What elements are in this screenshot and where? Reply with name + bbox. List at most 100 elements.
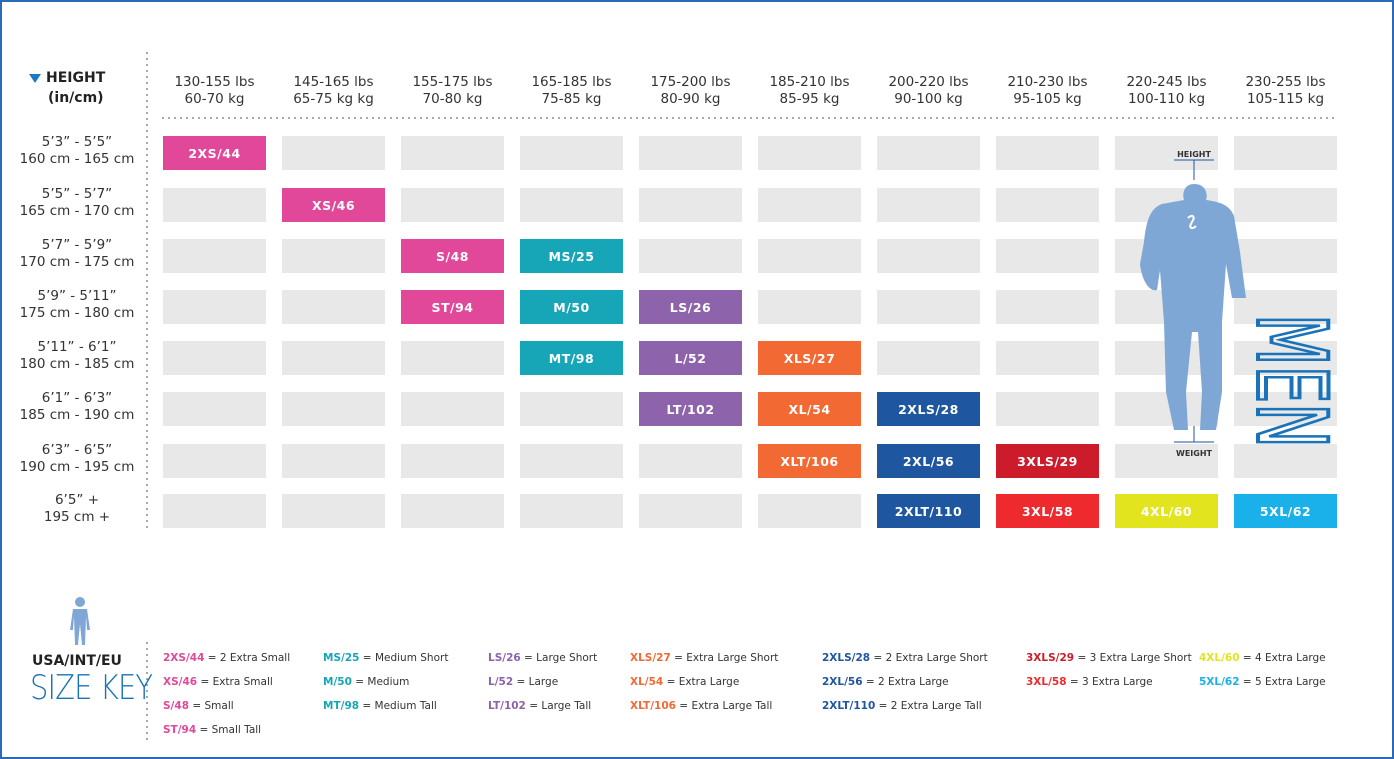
column-header: 145-165 lbs	[293, 74, 374, 90]
key-code: M/50	[323, 676, 352, 688]
size-cell: XLT/106	[758, 444, 861, 478]
key-desc: = 3 Extra Large	[1066, 676, 1153, 688]
size-cell	[163, 444, 266, 478]
size-cell	[520, 494, 623, 528]
size-cell	[1234, 341, 1337, 375]
column-header: 60-70 kg	[184, 91, 245, 107]
key-desc: = 5 Extra Large	[1239, 676, 1326, 688]
key-entry: MT/98 = Medium Tall	[323, 700, 437, 712]
key-code: XL/54	[630, 676, 664, 688]
height-label: 5’7” - 5’9”	[41, 237, 113, 253]
height-label: 5’5” - 5’7”	[41, 186, 113, 202]
size-cell: S/48	[401, 239, 504, 273]
size-cell	[282, 239, 385, 273]
column-header: 65-75 kg kg	[293, 91, 374, 107]
height-label: 160 cm - 165 cm	[19, 151, 135, 167]
key-code: 3XL/58	[1026, 676, 1067, 688]
key-entry: 4XL/60 = 4 Extra Large	[1199, 652, 1326, 664]
column-header: 105-115 kg	[1246, 91, 1325, 107]
key-entry: S/48 = Small	[163, 700, 234, 712]
size-cell: M/50	[520, 290, 623, 324]
size-cell	[996, 341, 1099, 375]
height-label: 5’11” - 6’1”	[37, 339, 117, 355]
size-cell: 3XL/58	[996, 494, 1099, 528]
size-cell	[401, 188, 504, 222]
key-code: MS/25	[323, 652, 360, 664]
column-header: 85-95 kg	[779, 91, 840, 107]
size-cell	[1234, 239, 1337, 273]
column-header: 90-100 kg	[894, 91, 963, 107]
height-label: 6’5” +	[54, 492, 100, 508]
size-cell	[758, 290, 861, 324]
key-desc: = Small Tall	[196, 724, 262, 736]
size-cell	[877, 188, 980, 222]
key-code: LS/26	[488, 652, 521, 664]
size-cell	[401, 392, 504, 426]
size-cell	[163, 392, 266, 426]
size-cell: MS/25	[520, 239, 623, 273]
height-label: 175 cm - 180 cm	[19, 305, 135, 321]
size-cell	[758, 136, 861, 170]
size-cell	[1234, 290, 1337, 324]
key-code: 2XLT/110	[822, 700, 876, 712]
height-title: HEIGHT	[46, 70, 106, 86]
size-cell: 4XL/60	[1115, 494, 1218, 528]
size-cell	[282, 136, 385, 170]
key-entry: L/52 = Large	[488, 676, 558, 688]
size-cell: L/52	[639, 341, 742, 375]
size-cell	[1115, 239, 1218, 273]
key-code: XLS/27	[630, 652, 671, 664]
size-cell	[877, 290, 980, 324]
column-header: 130-155 lbs	[174, 74, 255, 90]
key-desc: = 2 Extra Large Tall	[875, 700, 982, 712]
key-desc: = 3 Extra Large Short	[1074, 652, 1192, 664]
size-cell	[163, 341, 266, 375]
height-label: 6’1” - 6’3”	[41, 390, 113, 406]
column-header: 70-80 kg	[422, 91, 483, 107]
size-cell	[639, 136, 742, 170]
size-cell	[1115, 290, 1218, 324]
size-cell	[163, 239, 266, 273]
size-cell: 2XLT/110	[877, 494, 980, 528]
column-header: 75-85 kg	[541, 91, 602, 107]
size-cell	[758, 494, 861, 528]
height-label: 5’3” - 5’5”	[41, 134, 113, 150]
size-cell	[1115, 136, 1218, 170]
key-title: USA/INT/EU	[32, 653, 122, 669]
size-cell	[163, 188, 266, 222]
key-desc: = 2 Extra Large	[862, 676, 949, 688]
size-cell	[996, 239, 1099, 273]
key-code: L/52	[488, 676, 514, 688]
size-cell	[520, 136, 623, 170]
size-cell	[401, 136, 504, 170]
size-cell	[639, 188, 742, 222]
size-cell	[401, 341, 504, 375]
size-cell	[163, 290, 266, 324]
size-cell	[996, 290, 1099, 324]
key-code: 5XL/62	[1199, 676, 1240, 688]
size-cell	[639, 239, 742, 273]
height-label: 6’3” - 6’5”	[41, 442, 113, 458]
size-cell	[401, 494, 504, 528]
size-cell	[1115, 444, 1218, 478]
column-header: 230-255 lbs	[1245, 74, 1326, 90]
size-cell: 5XL/62	[1234, 494, 1337, 528]
size-cell	[163, 494, 266, 528]
key-desc: = 2 Extra Large Short	[870, 652, 988, 664]
size-cell	[1234, 444, 1337, 478]
key-entry: 5XL/62 = 5 Extra Large	[1199, 676, 1326, 688]
key-subtitle: SIZE KEY	[30, 668, 153, 708]
key-desc: = Large Short	[520, 652, 598, 664]
size-cell	[639, 444, 742, 478]
key-code: XS/46	[163, 676, 198, 688]
size-cell	[282, 494, 385, 528]
size-cell: 2XS/44	[163, 136, 266, 170]
key-code: 4XL/60	[1199, 652, 1240, 664]
size-cell	[996, 392, 1099, 426]
key-desc: = Extra Large Tall	[675, 700, 773, 712]
size-cell: 2XLS/28	[877, 392, 980, 426]
column-header: 220-245 lbs	[1126, 74, 1207, 90]
column-header: 175-200 lbs	[650, 74, 731, 90]
